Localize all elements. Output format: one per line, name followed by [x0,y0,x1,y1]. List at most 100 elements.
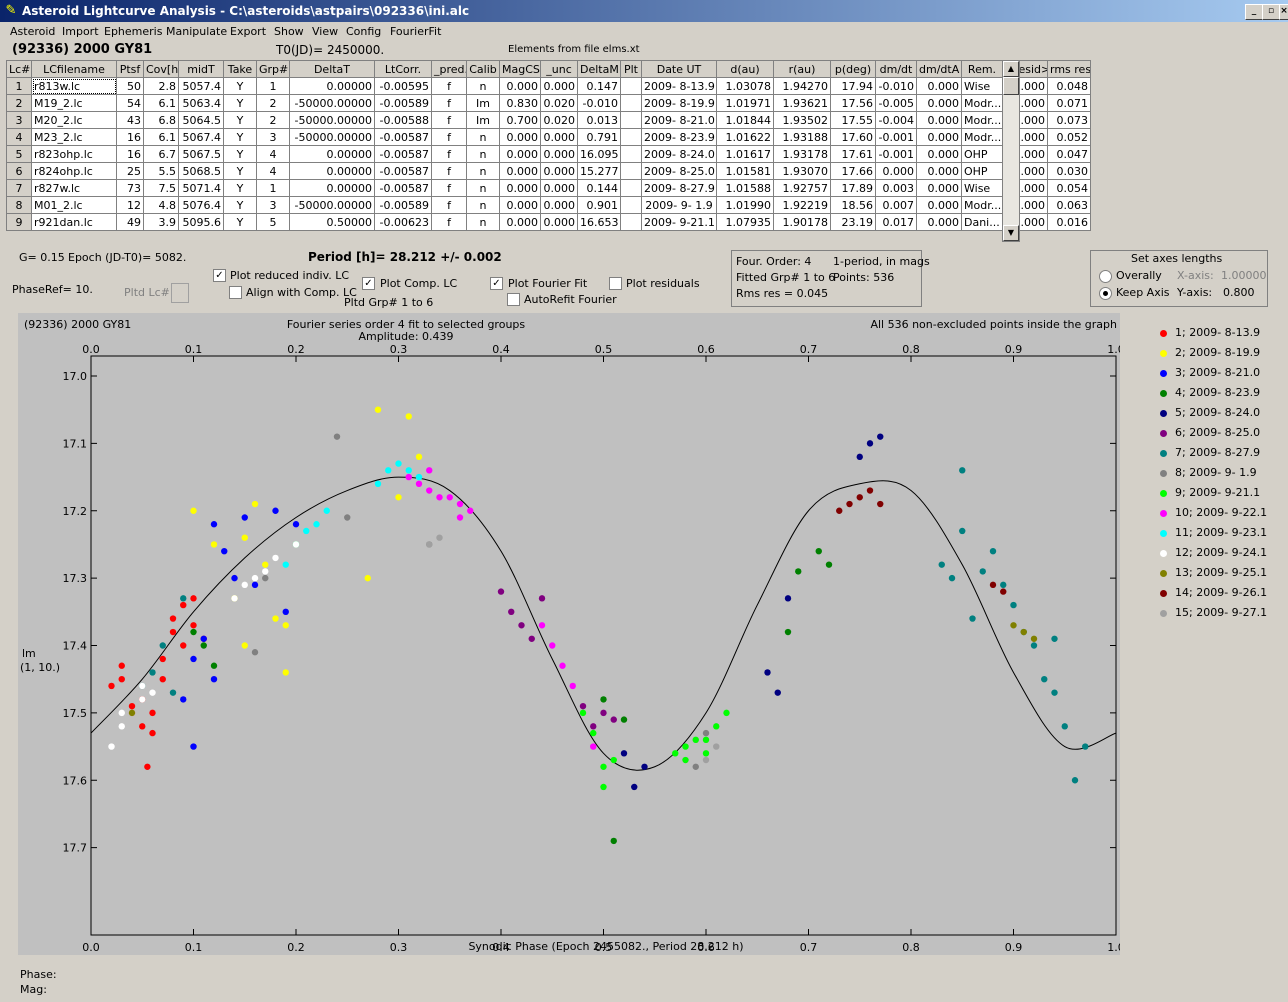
column-header[interactable]: Date UT [641,60,717,78]
table-cell[interactable]: f [431,145,467,163]
table-cell[interactable]: OHP [961,162,1003,180]
table-cell[interactable]: -50000.00000 [289,196,375,214]
table-cell[interactable]: Y [223,213,257,231]
table-cell[interactable]: f [431,111,467,129]
table-cell[interactable]: Modr... [961,94,1003,112]
table-cell[interactable]: 0.000 [540,77,578,95]
table-cell[interactable]: 0.000 [916,179,962,197]
lightcurve-plot[interactable]: 0.0 0.0 0.1 0.1 0.2 0.2 0.3 0.3 0.4 0.4 0.5 0.5 0.6 0… [18,313,1145,955]
column-header[interactable]: Lc# [6,60,32,78]
table-cell[interactable]: 2 [256,94,290,112]
table-row[interactable]: 5 r823ohp.lc 16 6.7 5067.5 Y 4 0.00000 -0.00587 f… [6,145,1091,163]
table-cell[interactable]: -0.010 [577,94,621,112]
table-cell[interactable]: 2009- 8-24.0 [641,145,717,163]
table-cell[interactable]: -0.001 [875,145,917,163]
table-cell[interactable]: 5 [256,213,290,231]
table-cell[interactable]: 0.007 [875,196,917,214]
lightcurve-table[interactable]: Lc#LCfilenamePtsfCov[h]midTTakeGrp#Delta… [6,60,1091,231]
table-cell[interactable]: 1.92757 [773,179,831,197]
table-cell[interactable]: r824ohp.lc [31,162,117,180]
plot-residuals-checkbox[interactable] [609,277,622,290]
column-header[interactable]: Cov[h] [143,60,179,78]
table-cell[interactable]: Modr... [961,128,1003,146]
minimize-button[interactable]: _ [1245,4,1263,20]
keep-axis-radio[interactable] [1099,287,1112,300]
column-header[interactable]: p(deg) [830,60,876,78]
table-cell[interactable]: 0.000 [499,196,541,214]
row-number[interactable]: 3 [6,111,32,129]
table-cell[interactable]: Y [223,128,257,146]
table-cell[interactable]: 2009- 8-23.9 [641,128,717,146]
table-cell[interactable]: 1.93178 [773,145,831,163]
close-button[interactable]: × [1279,4,1288,20]
table-cell[interactable]: 50 [116,77,144,95]
table-cell[interactable]: 1 [256,179,290,197]
table-cell[interactable]: n [466,145,500,163]
table-cell[interactable]: -0.00587 [374,128,432,146]
menu-import[interactable]: Import [62,25,99,38]
column-header[interactable]: d(au) [716,60,774,78]
table-cell[interactable]: 0.000 [540,179,578,197]
table-cell[interactable]: 1 [256,77,290,95]
table-cell[interactable] [620,213,642,231]
table-row[interactable]: 7 r827w.lc 73 7.5 5071.4 Y 1 0.00000 -0.00587 f n 0… [6,179,1091,197]
table-cell[interactable]: 0.000 [540,196,578,214]
table-cell[interactable]: 0.000 [916,94,962,112]
scroll-up-arrow-icon[interactable]: ▲ [1003,61,1019,77]
table-cell[interactable] [620,128,642,146]
table-cell[interactable]: 0.147 [577,77,621,95]
table-cell[interactable]: n [466,196,500,214]
column-header[interactable]: Ptsf [116,60,144,78]
column-header[interactable]: DeltaT [289,60,375,78]
table-cell[interactable]: 1.93621 [773,94,831,112]
menu-config[interactable]: Config [346,25,382,38]
table-cell[interactable]: 0.00000 [289,179,375,197]
restore-button[interactable]: ▫ [1262,4,1280,20]
table-cell[interactable]: 0.020 [540,111,578,129]
table-cell[interactable]: 16 [116,128,144,146]
table-cell[interactable]: 0.144 [577,179,621,197]
column-header[interactable]: MagCS [499,60,541,78]
table-cell[interactable]: 2.8 [143,77,179,95]
menu-ephemeris[interactable]: Ephemeris [104,25,163,38]
table-cell[interactable]: 1.01617 [716,145,774,163]
table-cell[interactable]: 0.048 [1047,77,1091,95]
x-axis-field[interactable]: 1.00000 [1221,269,1267,282]
table-cell[interactable]: -0.010 [875,77,917,95]
table-cell[interactable]: 1.07935 [716,213,774,231]
table-cell[interactable] [620,111,642,129]
table-cell[interactable]: f [431,77,467,95]
table-cell[interactable]: 16.095 [577,145,621,163]
table-cell[interactable]: 0.054 [1047,179,1091,197]
table-cell[interactable]: -0.00587 [374,179,432,197]
table-cell[interactable]: -0.00587 [374,145,432,163]
column-header[interactable]: dm/dt [875,60,917,78]
table-cell[interactable]: 0.063 [1047,196,1091,214]
table-cell[interactable]: 4.8 [143,196,179,214]
table-cell[interactable]: 17.60 [830,128,876,146]
table-cell[interactable]: -0.00595 [374,77,432,95]
menu-manipulate[interactable]: Manipulate [166,25,228,38]
table-cell[interactable]: 2009- 8-21.0 [641,111,717,129]
table-cell[interactable]: 1.94270 [773,77,831,95]
table-cell[interactable]: M19_2.lc [31,94,117,112]
table-cell[interactable] [620,77,642,95]
table-cell[interactable]: 1.93070 [773,162,831,180]
column-header[interactable]: dm/dtA [916,60,962,78]
table-cell[interactable]: n [466,179,500,197]
table-cell[interactable]: 0.830 [499,94,541,112]
table-cell[interactable]: 0.000 [916,162,962,180]
column-header[interactable]: Grp# [256,60,290,78]
table-scrollbar[interactable]: ▲ ▼ [1002,60,1020,242]
table-cell[interactable]: 12 [116,196,144,214]
column-header[interactable]: Rem. [961,60,1003,78]
table-cell[interactable]: 17.56 [830,94,876,112]
table-cell[interactable]: 1.90178 [773,213,831,231]
table-cell[interactable]: -50000.00000 [289,128,375,146]
menu-asteroid[interactable]: Asteroid [10,25,56,38]
table-cell[interactable]: f [431,128,467,146]
table-cell[interactable]: M01_2.lc [31,196,117,214]
table-cell[interactable]: 5071.4 [178,179,224,197]
table-cell[interactable]: 0.901 [577,196,621,214]
table-cell[interactable]: Y [223,145,257,163]
